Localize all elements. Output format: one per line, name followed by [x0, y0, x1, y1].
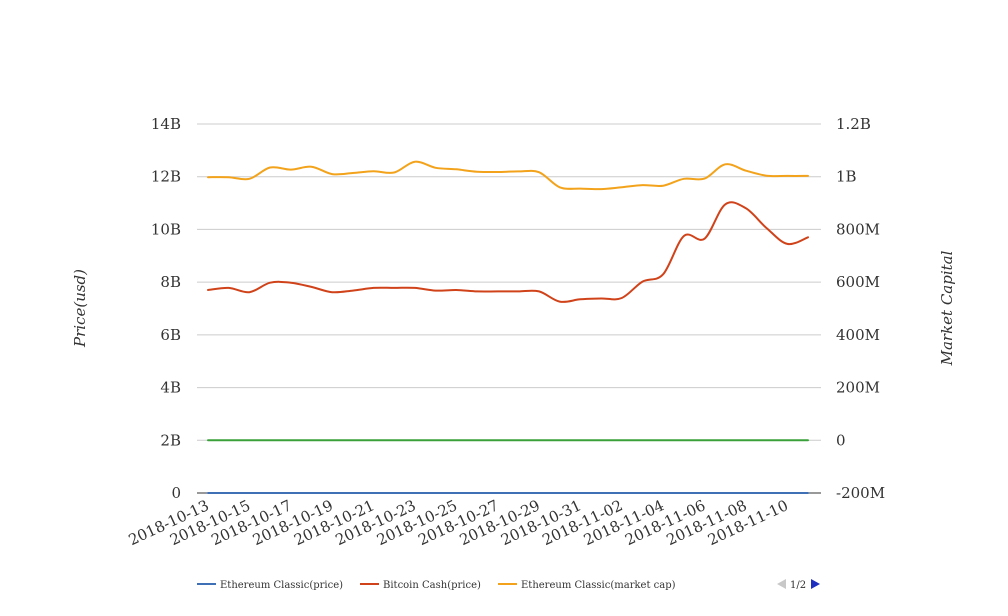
- right-tick-label: 0: [836, 431, 846, 449]
- right-tick-label: 1B: [836, 168, 857, 186]
- left-tick-label: 4B: [160, 379, 181, 397]
- left-tick-label: 6B: [160, 326, 181, 344]
- series-line-1: [207, 201, 809, 303]
- prev-page-icon[interactable]: [777, 579, 786, 589]
- series-lines: [207, 160, 809, 495]
- left-tick-label: 14B: [151, 115, 181, 133]
- left-tick-label: 0: [171, 484, 181, 502]
- left-axis-title: Price(usd): [71, 269, 89, 348]
- right-axis-title: Market Capital: [938, 250, 956, 366]
- right-tick-label: 1.2B: [836, 115, 871, 133]
- left-tick-label: 2B: [160, 431, 181, 449]
- left-tick-label: 10B: [151, 220, 181, 238]
- left-tick-label: 12B: [151, 168, 181, 186]
- x-axis-ticks: 2018-10-132018-10-152018-10-172018-10-19…: [126, 496, 791, 549]
- next-page-icon[interactable]: [811, 579, 820, 589]
- right-tick-label: 800M: [836, 220, 880, 238]
- left-axis-ticks: 0 2B 4B 6B 8B 10B 12B 14B: [151, 115, 181, 502]
- legend-label[interactable]: Bitcoin Cash(price): [383, 580, 481, 591]
- right-tick-label: 400M: [836, 326, 880, 344]
- series-line-2: [207, 160, 809, 191]
- legend-page-label: 1/2: [790, 580, 806, 591]
- grid-lines: [197, 123, 821, 494]
- right-tick-label: 200M: [836, 379, 880, 397]
- legend-pager: 1/2: [777, 579, 820, 591]
- legend: Ethereum Classic(price) Bitcoin Cash(pric…: [197, 580, 676, 591]
- legend-label[interactable]: Ethereum Classic(price): [220, 580, 343, 591]
- right-tick-label: -200M: [836, 484, 885, 502]
- right-tick-label: 600M: [836, 273, 880, 291]
- legend-label[interactable]: Ethereum Classic(market cap): [521, 580, 676, 591]
- right-axis-ticks: -200M 0 200M 400M 600M 800M 1B 1.2B: [836, 115, 885, 502]
- left-tick-label: 8B: [160, 273, 181, 291]
